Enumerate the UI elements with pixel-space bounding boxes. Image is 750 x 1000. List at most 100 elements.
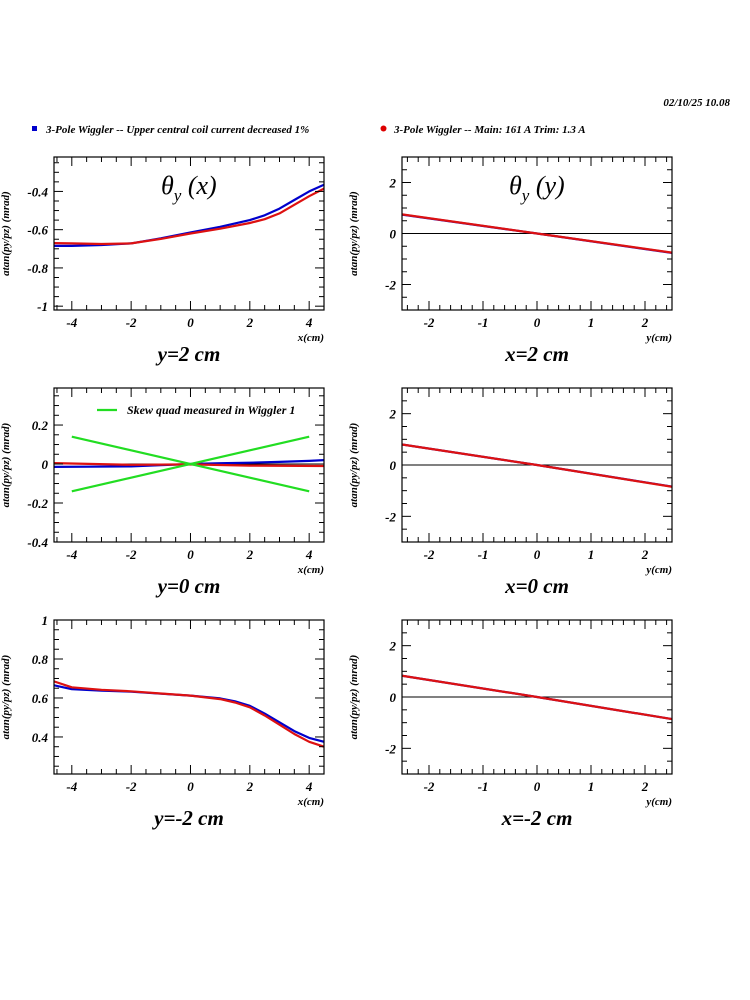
- x-tick-label: 4: [305, 315, 313, 330]
- x-tick-label: -1: [478, 315, 489, 330]
- y-tick-label: 2: [389, 407, 397, 422]
- x-tick-label: 0: [534, 315, 541, 330]
- x-axis-label: x(cm): [297, 796, 324, 808]
- panel-caption: x=-2 cm: [501, 806, 573, 830]
- x-tick-label: 2: [641, 315, 649, 330]
- panel-theta-y-x-ym2: -4 -2 0 2 4 0.4 0.6 0.8 1 x(cm) atan(py/pz) (mrad)…: [0, 613, 325, 830]
- figure-legend: 3-Pole Wiggler -- Upper central coil cur…: [32, 124, 586, 136]
- y-tick-label: -2: [385, 741, 396, 756]
- plot-frame: [53, 619, 325, 775]
- y-tick-label: -1: [37, 299, 48, 314]
- x-tick-label: -2: [424, 315, 435, 330]
- series-group: [402, 443, 672, 488]
- x-tick-label: 1: [588, 779, 595, 794]
- x-tick-label: -1: [478, 779, 489, 794]
- y-tick-label: 0: [390, 690, 397, 705]
- x-tick-label: 0: [534, 547, 541, 562]
- panel-title: θy (x): [161, 171, 217, 205]
- panel-theta-y-x-y0: -4 -2 0 2 4 -0.4 -0.2 0 0.2 x(cm) atan(py/pz) (mra…: [0, 387, 325, 598]
- y-tick-label: -0.4: [27, 535, 48, 550]
- x-tick-label: 4: [305, 779, 313, 794]
- y-tick-label: 2: [389, 639, 397, 654]
- x-tick-label: 0: [534, 779, 541, 794]
- x-tick-label: -1: [478, 547, 489, 562]
- series-group: [54, 435, 324, 493]
- y-tick-label: -0.6: [27, 223, 48, 238]
- series-line-red: [402, 213, 672, 254]
- panel-title-symbol: θ: [509, 171, 522, 200]
- y-axis-label: atan(py/pz) (mrad): [0, 423, 12, 508]
- panel-theta-y-y-x0: -2 -1 0 1 2 -2 0 2 y(cm) atan(py/pz) (mrad) x=0 cm: [348, 387, 673, 598]
- series-line-red: [54, 680, 324, 748]
- y-tick-label: -2: [385, 278, 396, 293]
- timestamp: 02/10/25 10.08: [663, 97, 730, 109]
- y-tick-label: 0.6: [32, 691, 49, 706]
- x-tick-label: 1: [588, 315, 595, 330]
- x-tick-label: 2: [641, 779, 649, 794]
- series-line-blue: [54, 459, 324, 468]
- x-axis-label: y(cm): [644, 564, 672, 576]
- y-tick-label: -2: [385, 509, 396, 524]
- y-tick-label: -0.8: [27, 261, 48, 276]
- y-tick-label: 0: [390, 458, 397, 473]
- x-axis-label: y(cm): [644, 332, 672, 344]
- x-tick-label: -4: [66, 547, 77, 562]
- legend-label-red: 3-Pole Wiggler -- Main: 161 A Trim: 1.3 …: [393, 124, 586, 136]
- x-axis-label: x(cm): [297, 564, 324, 576]
- x-tick-label: -2: [126, 547, 137, 562]
- x-tick-label: -2: [424, 547, 435, 562]
- x-tick-label: -2: [126, 315, 137, 330]
- y-axis-label: atan(py/pz) (mrad): [348, 423, 360, 508]
- x-axis-label: y(cm): [644, 796, 672, 808]
- series-group: [54, 183, 324, 247]
- y-axis-label: atan(py/pz) (mrad): [0, 655, 12, 740]
- x-tick-label: 1: [588, 547, 595, 562]
- x-tick-label: -4: [66, 779, 77, 794]
- panel-title-subscript: y: [520, 186, 530, 205]
- y-tick-label: -0.2: [27, 496, 48, 511]
- x-axis-label: x(cm): [297, 332, 324, 344]
- panel-title-argument: (y): [529, 171, 564, 200]
- x-tick-label: 0: [187, 779, 194, 794]
- x-tick-label: 2: [246, 315, 254, 330]
- panel-caption: x=2 cm: [504, 342, 569, 366]
- panel-caption: y=0 cm: [155, 574, 221, 598]
- panel-caption: y=2 cm: [155, 342, 221, 366]
- x-tick-label: 0: [187, 547, 194, 562]
- series-line-red: [402, 674, 672, 721]
- panel-theta-y-y-xm2: -2 -1 0 1 2 -2 0 2 y(cm) atan(py/pz) (mrad) x=-2 c…: [348, 619, 673, 830]
- series-group: [402, 213, 672, 254]
- panel-caption: x=0 cm: [504, 574, 569, 598]
- series-line-blue: [54, 684, 324, 743]
- legend-label-blue: 3-Pole Wiggler -- Upper central coil cur…: [45, 124, 309, 136]
- panel-title-subscript: y: [172, 186, 182, 205]
- y-tick-label: 0.4: [32, 730, 49, 745]
- series-line-red: [402, 443, 672, 488]
- y-tick-label: 0: [390, 227, 397, 242]
- legend-marker-blue: [32, 126, 37, 131]
- y-tick-label: 0.8: [32, 652, 49, 667]
- y-axis-label: atan(py/pz) (mrad): [0, 191, 12, 276]
- y-tick-label: 1: [42, 613, 49, 628]
- panel-theta-y-y-x2: -2 -1 0 1 2 -2 0 2 y(cm) atan(py/pz) (mrad) x=2 cm…: [348, 156, 673, 366]
- x-tick-label: -2: [126, 779, 137, 794]
- y-axis-label: atan(py/pz) (mrad): [348, 655, 360, 740]
- x-tick-label: 2: [246, 547, 254, 562]
- legend-marker-red: [380, 125, 387, 132]
- panel-title-argument: (x): [181, 171, 216, 200]
- x-tick-label: 2: [641, 547, 649, 562]
- series-group: [402, 674, 672, 721]
- x-tick-label: -2: [424, 779, 435, 794]
- plot-frame: [53, 156, 325, 311]
- panel-title: θy (y): [509, 171, 565, 205]
- y-tick-label: 0: [42, 457, 49, 472]
- x-tick-label: -4: [66, 315, 77, 330]
- series-line-green: [71, 435, 310, 493]
- plot-frame: [53, 387, 325, 543]
- inner-legend-label: Skew quad measured in Wiggler 1: [127, 403, 295, 417]
- y-tick-label: 2: [389, 176, 397, 191]
- series-group: [54, 680, 324, 748]
- panel-theta-y-x-y2: -4 -2 0 2 4 -1 -0.8 -0.6 -0.4 x(cm) atan(py/pz) (m…: [0, 156, 325, 366]
- panel-title-symbol: θ: [161, 171, 174, 200]
